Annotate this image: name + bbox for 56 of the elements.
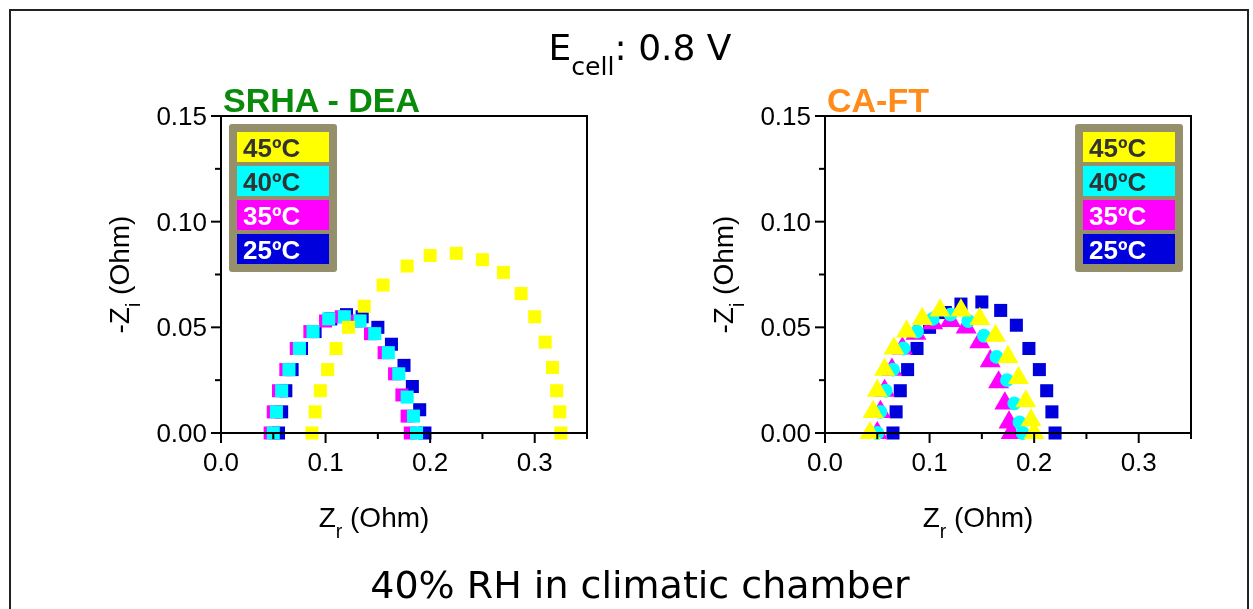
point [342, 320, 356, 334]
text: 25ºC [1089, 235, 1147, 265]
x-tick-label: 0.2 [412, 447, 449, 477]
text: 40ºC [243, 167, 301, 197]
text: 45ºC [1089, 133, 1147, 163]
point [313, 384, 327, 398]
point [554, 426, 568, 440]
point [528, 310, 542, 324]
point [305, 426, 319, 440]
chart-title: CA-FT [827, 81, 930, 119]
x-tick-label: 0.1 [911, 447, 948, 477]
point [550, 384, 564, 398]
chart-title: SRHA - DEA [223, 81, 421, 119]
y-tick-label: 0.10 [156, 206, 207, 237]
text: 35ºC [243, 201, 301, 231]
point [545, 360, 560, 375]
point [553, 405, 567, 419]
point [410, 426, 424, 440]
point [381, 346, 395, 360]
point [308, 405, 322, 419]
y-tick-label: 0.15 [760, 101, 811, 132]
x-tick-label: 0.3 [1120, 447, 1157, 477]
text: 35ºC [1089, 201, 1147, 231]
point [368, 327, 382, 341]
point [329, 341, 343, 355]
point [400, 390, 414, 404]
point [357, 299, 371, 313]
y-tick-label: 0.15 [156, 101, 207, 132]
point [475, 253, 489, 267]
x-axis-title: Z$_{r}$ (Ohm) [922, 502, 1034, 542]
text: 40% RH in climatic chamber [370, 563, 911, 607]
point [376, 278, 390, 292]
point [321, 363, 335, 377]
point [514, 287, 528, 301]
point [538, 335, 552, 349]
text: 40ºC [1089, 167, 1147, 197]
text: 25ºC [243, 235, 301, 265]
y-tick-label: 0.05 [156, 312, 207, 343]
x-tick-label: 0.2 [1016, 447, 1053, 477]
text: 45ºC [243, 133, 301, 163]
x-tick-label: 0.3 [516, 447, 553, 477]
point [449, 246, 463, 260]
point [423, 248, 437, 262]
y-tick-label: 0.00 [156, 418, 207, 449]
x-tick-label: 0.0 [202, 447, 240, 477]
y-tick-label: 0.10 [760, 206, 811, 237]
y-tick-label: 0.00 [760, 418, 811, 449]
point [392, 367, 406, 381]
x-axis-title: Z$_{r}$ (Ohm) [318, 502, 430, 542]
y-tick-label: 0.05 [760, 312, 811, 343]
point [496, 265, 510, 279]
text: E$_{cell}$: 0.8 V [548, 27, 732, 81]
point [406, 409, 420, 423]
point [400, 259, 414, 273]
x-tick-label: 0.0 [806, 447, 844, 477]
x-tick-label: 0.1 [307, 447, 344, 477]
